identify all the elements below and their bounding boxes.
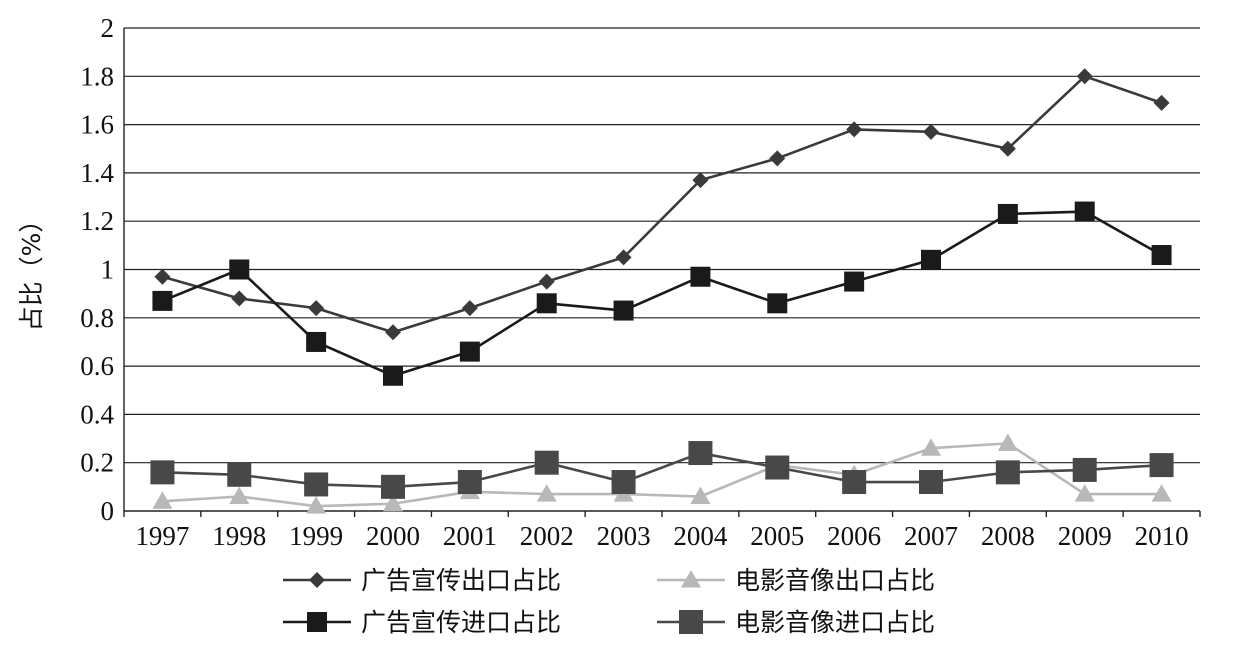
series-4-point (765, 455, 790, 480)
series-4-point (227, 462, 252, 487)
series-2-point (1074, 484, 1095, 502)
series-3-point (997, 203, 1018, 224)
x-tick-label: 2008 (981, 521, 1035, 551)
series-2-point (306, 496, 327, 514)
series-1-point (923, 123, 939, 140)
y-tick-label: 0.6 (80, 351, 114, 381)
y-tick-label: 1 (101, 255, 115, 285)
series-1-point (1153, 94, 1170, 111)
x-tick-label: 2006 (827, 521, 881, 551)
series-1-point (154, 268, 171, 285)
series-3-point (152, 290, 173, 311)
series-1-point (769, 150, 786, 167)
series-line-2 (162, 442, 1162, 508)
legend-marker-4 (679, 610, 703, 634)
series-3-point (613, 300, 634, 321)
series-4-point (688, 441, 713, 466)
series-4-point (381, 474, 405, 499)
x-tick-label: 1999 (289, 521, 343, 551)
y-tick-label: 0.2 (80, 448, 114, 478)
y-axis-title: 占比（%） (17, 208, 46, 332)
x-tick-label: 2009 (1058, 521, 1112, 551)
series-3-point (767, 293, 788, 314)
y-tick-label: 0.8 (80, 303, 114, 333)
y-tick-label: 1.2 (80, 206, 114, 236)
series-1-point (846, 121, 863, 138)
series-4-point (842, 470, 867, 495)
y-tick-label: 0.4 (80, 399, 114, 429)
legend-label-2: 电影音像出口占比 (735, 566, 935, 595)
x-tick-label: 1998 (212, 521, 266, 551)
x-tick-label: 1997 (135, 521, 189, 551)
series-1-point (615, 249, 632, 266)
series-3-point (306, 331, 327, 352)
series-4-point (304, 472, 329, 497)
series-2-point (997, 433, 1018, 451)
series-1-point (1076, 68, 1093, 85)
series-line-1 (162, 75, 1162, 334)
series-4-point (919, 470, 943, 495)
series-2-point (1151, 484, 1172, 502)
series-3-point (536, 293, 557, 314)
series-2-point (229, 486, 250, 505)
legend-marker-1 (309, 572, 325, 588)
legend-label-1: 广告宣传出口占比 (361, 566, 561, 595)
series-3-point (1074, 201, 1095, 222)
series-1-point (461, 300, 478, 317)
series-2-point (690, 486, 711, 505)
series-3-point (383, 365, 403, 386)
x-tick-label: 2001 (443, 521, 497, 551)
x-tick-label: 2010 (1135, 521, 1189, 551)
y-tick-label: 1.8 (80, 61, 114, 91)
series-4-point (534, 450, 559, 475)
series-line-3 (161, 210, 1163, 378)
series-2-point (152, 491, 173, 509)
x-tick-label: 2007 (904, 521, 958, 551)
series-3-point (690, 266, 711, 287)
series-3-point (844, 271, 865, 292)
series-3-point (921, 249, 941, 270)
series-4-point (150, 460, 175, 485)
x-tick-label: 2005 (750, 521, 804, 551)
series-3-point (1151, 245, 1172, 266)
y-tick-label: 1.6 (80, 110, 114, 140)
series-1-point (385, 324, 401, 341)
legend-marker-3 (307, 612, 327, 632)
y-tick-label: 0 (101, 496, 115, 526)
series-2-point (536, 484, 557, 502)
series-2-point (383, 493, 403, 512)
y-tick-label: 1.4 (80, 158, 114, 188)
series-3-point (229, 259, 250, 280)
series-1-point (999, 140, 1016, 157)
series-4-point (457, 470, 482, 495)
series-3-point (459, 341, 480, 362)
series-4-point (1072, 457, 1097, 482)
series-4-point (611, 470, 636, 495)
legend-label-3: 广告宣传进口占比 (361, 608, 561, 637)
series-2-point (921, 438, 941, 456)
series-1-point (538, 273, 555, 290)
y-tick-label: 2 (101, 13, 115, 43)
x-tick-label: 2004 (673, 521, 728, 551)
legend-label-4: 电影音像进口占比 (735, 608, 935, 637)
x-tick-label: 2003 (597, 521, 651, 551)
series-line-4 (162, 451, 1162, 489)
series-1-point (692, 172, 709, 189)
x-tick-label: 2000 (366, 521, 420, 551)
series-4-point (995, 460, 1020, 485)
x-tick-label: 2002 (520, 521, 574, 551)
legend-marker-2 (681, 570, 701, 588)
series-1-point (308, 300, 325, 317)
series-1-point (231, 290, 248, 307)
series-4-point (1149, 453, 1174, 478)
